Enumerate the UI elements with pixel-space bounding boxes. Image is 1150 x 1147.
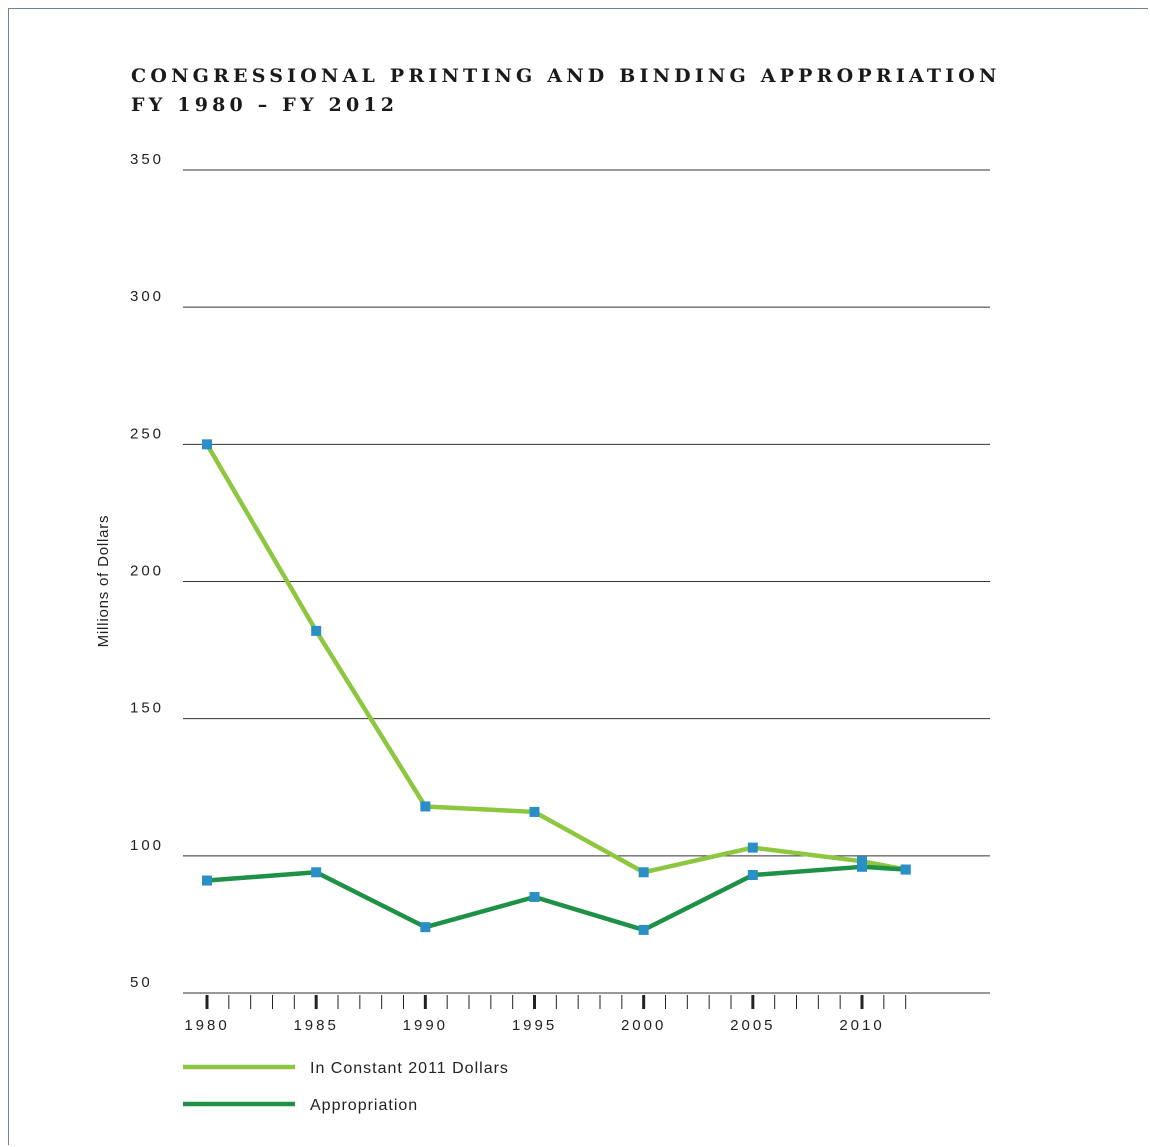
legend-label-2: Appropriation <box>310 1097 418 1114</box>
y-axis-title: Millions of Dollars <box>95 515 112 648</box>
x-tick-label-2010: 2010 <box>839 1017 884 1034</box>
y-tick-label-200: 200 <box>130 563 164 580</box>
series-1-marker-2000 <box>638 867 649 878</box>
series-1-marker-1980 <box>202 439 212 450</box>
chart-title-line1: CONGRESSIONAL PRINTING AND BINDING APPRO… <box>131 65 1001 87</box>
chart-title: CONGRESSIONAL PRINTING AND BINDING APPRO… <box>131 62 1001 120</box>
series-2-marker-2000 <box>638 924 649 935</box>
x-tick-label-2000: 2000 <box>621 1017 666 1034</box>
y-tick-label-350: 350 <box>130 151 164 168</box>
series-2-marker-2010 <box>857 861 867 872</box>
y-tick-label-50: 50 <box>130 974 153 991</box>
chart-subtitle: FY 1980 – FY 2012 <box>131 94 399 116</box>
x-tick-label-2005: 2005 <box>730 1017 775 1034</box>
x-tick-label-1990: 1990 <box>403 1017 448 1034</box>
x-tick-label-1995: 1995 <box>512 1017 557 1034</box>
series-1-marker-2005 <box>747 842 758 853</box>
series-2-marker-1995 <box>529 891 540 902</box>
y-tick-label-300: 300 <box>130 288 164 305</box>
chart-frame <box>8 8 1148 1145</box>
series-1-marker-1990 <box>420 801 431 812</box>
series-1-marker-2010 <box>857 856 867 867</box>
series-2-marker-1980 <box>202 875 212 886</box>
series-1-marker-1985 <box>311 625 322 636</box>
y-tick-label-150: 150 <box>130 700 164 717</box>
legend-label-1: In Constant 2011 Dollars <box>310 1060 509 1077</box>
x-tick-label-1980: 1980 <box>184 1017 229 1034</box>
x-tick-label-1985: 1985 <box>293 1017 338 1034</box>
series-line-2 <box>204 864 908 933</box>
y-tick-label-100: 100 <box>130 837 164 854</box>
series-2-marker-2005 <box>747 870 758 881</box>
series-2-marker-2012 <box>900 864 911 875</box>
series-1-marker-1995 <box>529 806 540 817</box>
series-2-marker-1985 <box>311 867 322 878</box>
y-tick-label-250: 250 <box>130 425 164 442</box>
series-2-marker-1990 <box>420 922 431 933</box>
series-line-1 <box>204 442 908 875</box>
